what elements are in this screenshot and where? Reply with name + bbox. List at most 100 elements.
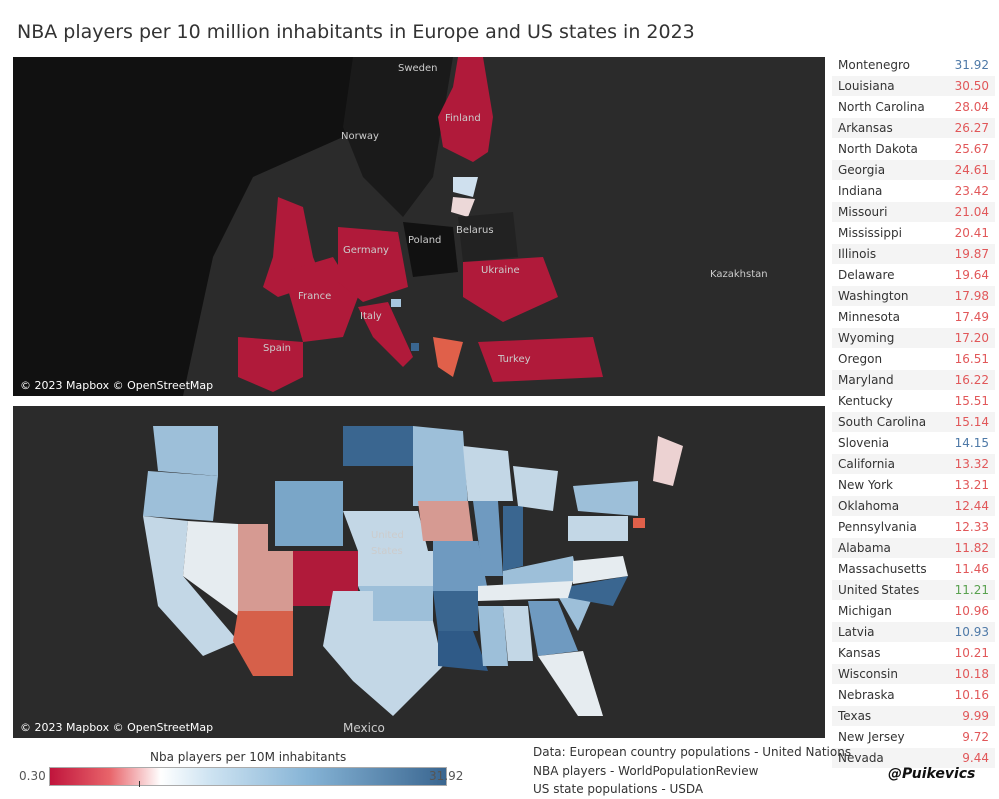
table-row[interactable]: Washington 17.98 bbox=[832, 286, 995, 307]
row-name: Mississippi bbox=[838, 226, 902, 240]
us-map-canvas: United States Mexico bbox=[13, 406, 825, 738]
country-spain bbox=[238, 337, 303, 392]
row-value: 10.21 bbox=[954, 646, 989, 660]
table-row[interactable]: Michigan 10.96 bbox=[832, 601, 995, 622]
table-row[interactable]: Illinois 19.87 bbox=[832, 244, 995, 265]
legend-tick bbox=[139, 781, 140, 787]
table-row[interactable]: Delaware 19.64 bbox=[832, 265, 995, 286]
row-name: South Carolina bbox=[838, 415, 927, 429]
country-ukraine bbox=[463, 257, 558, 322]
page-title: NBA players per 10 million inhabitants i… bbox=[17, 21, 695, 43]
us-map[interactable]: United States Mexico © 2023 Mapbox © Ope… bbox=[13, 406, 825, 738]
row-value: 26.27 bbox=[954, 121, 989, 135]
row-value: 10.16 bbox=[954, 688, 989, 702]
state-connecticut bbox=[633, 518, 645, 528]
table-row[interactable]: Alabama 11.82 bbox=[832, 538, 995, 559]
row-name: Wisconsin bbox=[838, 667, 898, 681]
row-value: 9.44 bbox=[962, 751, 989, 765]
state-nebraska bbox=[343, 511, 428, 551]
table-row[interactable]: Wisconsin 10.18 bbox=[832, 664, 995, 685]
table-row[interactable]: Georgia 24.61 bbox=[832, 160, 995, 181]
country-greece bbox=[433, 337, 463, 377]
table-row[interactable]: Oregon 16.51 bbox=[832, 349, 995, 370]
row-name: Kansas bbox=[838, 646, 881, 660]
state-tennessee bbox=[478, 581, 573, 601]
row-value: 17.20 bbox=[954, 331, 989, 345]
row-value: 15.51 bbox=[954, 394, 989, 408]
row-name: Wyoming bbox=[838, 331, 895, 345]
table-row[interactable]: Slovenia 14.15 bbox=[832, 433, 995, 454]
table-row[interactable]: Montenegro 31.92 bbox=[832, 55, 995, 76]
label-states: States bbox=[371, 546, 403, 557]
table-row[interactable]: California 13.32 bbox=[832, 454, 995, 475]
row-name: North Carolina bbox=[838, 100, 925, 114]
table-row[interactable]: Mississippi 20.41 bbox=[832, 223, 995, 244]
table-row[interactable]: United States 11.21 bbox=[832, 580, 995, 601]
table-row[interactable]: Texas 9.99 bbox=[832, 706, 995, 727]
country-lithuania bbox=[451, 197, 475, 217]
country-slovenia bbox=[391, 299, 401, 307]
state-florida bbox=[538, 651, 603, 716]
table-row[interactable]: South Carolina 15.14 bbox=[832, 412, 995, 433]
row-value: 24.61 bbox=[954, 163, 989, 177]
row-name: Nebraska bbox=[838, 688, 895, 702]
table-row[interactable]: Oklahoma 12.44 bbox=[832, 496, 995, 517]
row-value: 17.49 bbox=[954, 310, 989, 324]
state-michigan bbox=[513, 466, 558, 511]
row-name: Maryland bbox=[838, 373, 894, 387]
table-row[interactable]: Kentucky 15.51 bbox=[832, 391, 995, 412]
europe-map[interactable]: Sweden Norway Finland Poland Belarus Ger… bbox=[13, 57, 825, 396]
state-kansas bbox=[358, 551, 433, 586]
table-row[interactable]: Latvia 10.93 bbox=[832, 622, 995, 643]
row-name: Alabama bbox=[838, 541, 891, 555]
table-row[interactable]: New York 13.21 bbox=[832, 475, 995, 496]
label-poland: Poland bbox=[408, 235, 441, 246]
legend-title: Nba players per 10M inhabitants bbox=[150, 750, 347, 764]
table-row[interactable]: Pennsylvania 12.33 bbox=[832, 517, 995, 538]
state-alabama bbox=[503, 606, 533, 661]
state-washington bbox=[153, 426, 218, 476]
row-value: 9.72 bbox=[962, 730, 989, 744]
country-latvia bbox=[453, 177, 478, 197]
label-sweden: Sweden bbox=[398, 63, 438, 74]
row-name: Slovenia bbox=[838, 436, 890, 450]
author-handle: @Puikevics bbox=[888, 766, 976, 782]
state-iowa bbox=[418, 501, 473, 541]
row-value: 28.04 bbox=[954, 100, 989, 114]
row-name: Minnesota bbox=[838, 310, 900, 324]
map-attribution[interactable]: © 2023 Mapbox © OpenStreetMap bbox=[20, 721, 214, 734]
row-name: Michigan bbox=[838, 604, 892, 618]
table-row[interactable]: Arkansas 26.27 bbox=[832, 118, 995, 139]
table-row[interactable]: Kansas 10.21 bbox=[832, 643, 995, 664]
label-ukraine: Ukraine bbox=[481, 265, 520, 276]
row-name: Latvia bbox=[838, 625, 875, 639]
map-attribution[interactable]: © 2023 Mapbox © OpenStreetMap bbox=[20, 379, 214, 392]
table-row[interactable]: Minnesota 17.49 bbox=[832, 307, 995, 328]
row-value: 17.98 bbox=[954, 289, 989, 303]
state-louisiana bbox=[438, 631, 488, 671]
row-name: Nevada bbox=[838, 751, 884, 765]
row-value: 16.22 bbox=[954, 373, 989, 387]
table-row[interactable]: Louisiana 30.50 bbox=[832, 76, 995, 97]
table-row[interactable]: Nebraska 10.16 bbox=[832, 685, 995, 706]
country-belarus bbox=[458, 212, 518, 262]
table-row[interactable]: Indiana 23.42 bbox=[832, 181, 995, 202]
row-name: Missouri bbox=[838, 205, 888, 219]
table-row[interactable]: Wyoming 17.20 bbox=[832, 328, 995, 349]
row-name: Washington bbox=[838, 289, 909, 303]
table-row[interactable]: North Dakota 25.67 bbox=[832, 139, 995, 160]
row-value: 12.44 bbox=[954, 499, 989, 513]
table-row[interactable]: Massachusetts 11.46 bbox=[832, 559, 995, 580]
state-texas bbox=[323, 591, 443, 716]
region-norway-sweden bbox=[343, 57, 453, 217]
row-name: United States bbox=[838, 583, 920, 597]
table-row[interactable]: North Carolina 28.04 bbox=[832, 97, 995, 118]
label-mexico: Mexico bbox=[343, 721, 385, 735]
table-row[interactable]: Maryland 16.22 bbox=[832, 370, 995, 391]
europe-map-canvas: Sweden Norway Finland Poland Belarus Ger… bbox=[13, 57, 825, 396]
row-value: 10.96 bbox=[954, 604, 989, 618]
table-row[interactable]: New Jersey 9.72 bbox=[832, 727, 995, 748]
table-row[interactable]: Nevada 9.44 bbox=[832, 748, 995, 769]
table-row[interactable]: Missouri 21.04 bbox=[832, 202, 995, 223]
label-france: France bbox=[298, 291, 331, 302]
